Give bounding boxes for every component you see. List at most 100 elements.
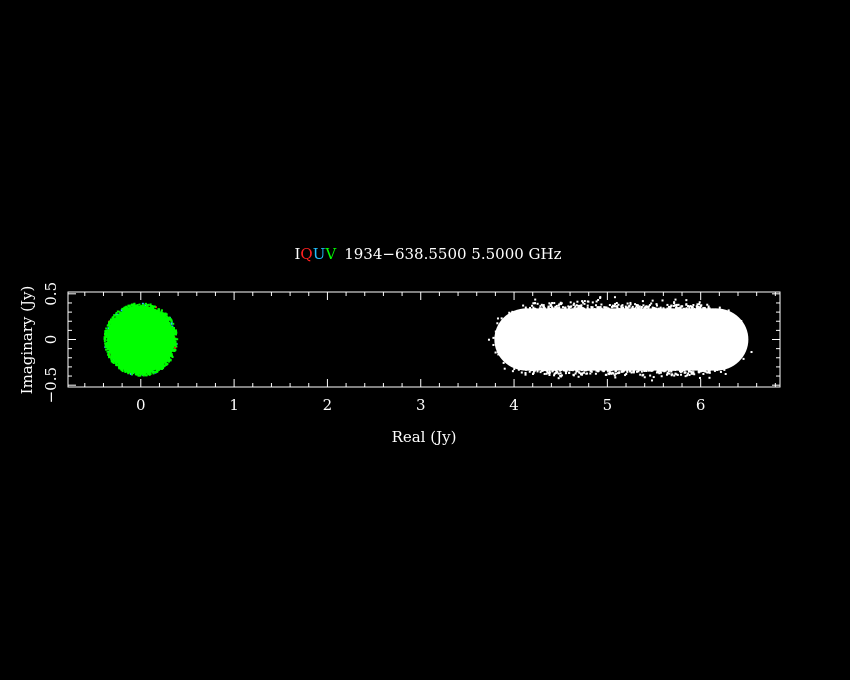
point-stokes-v (166, 354, 169, 357)
point-stokes-i (541, 344, 544, 347)
point-stokes-i (539, 313, 542, 316)
title-stokes-q: Q (300, 245, 312, 263)
point-stokes-i (608, 336, 611, 339)
point-stokes-i (511, 313, 514, 316)
point-stokes-u (171, 325, 174, 328)
point-stokes-i (583, 369, 586, 372)
point-stokes-i (613, 350, 616, 353)
point-stokes-i (698, 309, 701, 312)
point-stokes-i (677, 362, 680, 365)
point-stokes-i (654, 331, 657, 334)
point-stokes-i (696, 313, 699, 316)
point-stokes-i (593, 364, 596, 367)
point-stokes-i (742, 345, 745, 348)
point-stokes-i (534, 347, 537, 350)
point-stokes-i (634, 331, 637, 334)
point-stokes-i (705, 340, 708, 343)
x-tick-label: 2 (323, 396, 333, 414)
point-stokes-v (110, 357, 113, 360)
point-stokes-i (540, 307, 543, 310)
point-stokes-i (554, 319, 557, 322)
point-stokes-i (673, 310, 676, 313)
point-stokes-i (656, 367, 659, 370)
point-stokes-i (553, 367, 556, 370)
point-stokes-i (692, 316, 695, 319)
point-stokes-i (544, 334, 547, 337)
point-stokes-i (683, 369, 686, 372)
point-stokes-i (643, 370, 646, 373)
point-stokes-i (633, 361, 636, 364)
point-stokes-i (567, 330, 570, 333)
point-stokes-i (566, 329, 569, 332)
point-stokes-v (142, 305, 145, 308)
point-stokes-i (562, 313, 565, 316)
point-stokes-i (590, 322, 593, 325)
point-stokes-i (551, 307, 554, 310)
point-stokes-i (678, 316, 681, 319)
point-stokes-i (583, 324, 586, 327)
point-stokes-i (701, 311, 704, 314)
point-stokes-i (642, 364, 645, 367)
point-stokes-i (707, 371, 710, 374)
point-stokes-i (541, 369, 544, 372)
point-stokes-i (587, 347, 590, 350)
point-stokes-i (707, 321, 710, 324)
point-stokes-i (533, 350, 536, 353)
point-stokes-v (106, 324, 109, 327)
point-stokes-v (160, 310, 163, 313)
point-stokes-i (553, 309, 556, 312)
point-stokes-i (684, 375, 687, 378)
point-stokes-i (702, 356, 705, 359)
point-stokes-i (548, 324, 551, 327)
point-stokes-i (607, 322, 610, 325)
point-stokes-v (109, 318, 112, 321)
point-stokes-i (719, 310, 722, 313)
point-stokes-i (605, 332, 608, 335)
point-stokes-v (131, 306, 134, 309)
point-stokes-i (626, 369, 629, 372)
point-stokes-i (685, 353, 688, 356)
point-stokes-i (701, 362, 704, 365)
point-stokes-i (707, 352, 710, 355)
point-stokes-i (641, 300, 644, 303)
point-stokes-i (556, 342, 559, 345)
point-stokes-i (614, 303, 617, 306)
point-stokes-i (664, 361, 667, 364)
point-stokes-i (699, 334, 702, 337)
point-stokes-i (703, 370, 706, 373)
point-stokes-i (685, 303, 688, 306)
point-stokes-i (521, 367, 524, 370)
point-stokes-i (505, 359, 508, 362)
point-stokes-i (637, 355, 640, 358)
point-stokes-i (704, 313, 707, 316)
point-stokes-i (651, 349, 654, 352)
point-stokes-i (615, 349, 618, 352)
point-stokes-i (499, 353, 502, 356)
point-stokes-i (592, 322, 595, 325)
point-stokes-i (592, 330, 595, 333)
point-stokes-i (684, 312, 687, 315)
point-stokes-i (578, 360, 581, 363)
point-stokes-i (556, 366, 559, 369)
point-stokes-i (680, 373, 683, 376)
y-axis-label: Imaginary (Jy) (18, 286, 36, 395)
point-stokes-i (584, 319, 587, 322)
point-stokes-i (619, 322, 622, 325)
point-stokes-i (658, 354, 661, 357)
point-stokes-i (701, 314, 704, 317)
point-stokes-i (631, 340, 634, 343)
point-stokes-i (630, 310, 633, 313)
point-stokes-i (541, 358, 544, 361)
point-stokes-i (564, 369, 567, 372)
point-stokes-v (112, 361, 115, 364)
point-stokes-v (146, 370, 149, 373)
point-stokes-i (547, 332, 550, 335)
point-stokes-i (563, 350, 566, 353)
point-stokes-i (609, 367, 612, 370)
point-stokes-i (494, 351, 497, 354)
point-stokes-v (138, 303, 141, 306)
point-stokes-v (155, 311, 158, 314)
x-tick-label: 4 (509, 396, 519, 414)
point-stokes-i (630, 359, 633, 362)
point-stokes-v (172, 327, 175, 330)
